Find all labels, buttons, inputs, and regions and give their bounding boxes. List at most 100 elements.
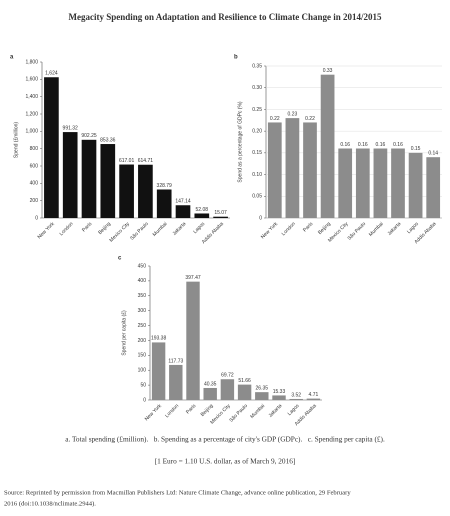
x-tick-label: Beijing <box>97 221 112 236</box>
value-label: 853.36 <box>100 137 116 143</box>
y-tick-label: 0 <box>259 215 262 221</box>
x-tick-label: Jakarta <box>172 221 188 237</box>
value-label: 397.47 <box>185 275 201 281</box>
bar <box>289 398 303 400</box>
y-tick-label: 600 <box>30 163 39 169</box>
bar <box>285 118 300 218</box>
bar <box>255 392 269 400</box>
x-tick-label: New York <box>144 403 164 423</box>
y-tick-label: 200 <box>138 338 147 344</box>
bar <box>44 77 59 219</box>
y-tick-label: 0.25 <box>252 107 262 113</box>
value-label: 3.52 <box>291 392 301 398</box>
source-line: Source: Reprinted by permission from Mac… <box>4 490 351 497</box>
bar <box>169 364 183 400</box>
x-tick-label: São Paulo <box>129 221 150 242</box>
x-tick-label: Mumbai <box>368 221 385 238</box>
value-label: 0.15 <box>411 146 421 152</box>
x-tick-label: London <box>164 403 180 419</box>
bar <box>194 213 210 218</box>
bar <box>338 148 353 218</box>
bar <box>391 148 405 218</box>
value-label: 69.72 <box>221 373 234 379</box>
y-tick-label: 400 <box>30 181 39 187</box>
y-tick-label: 50 <box>140 382 146 388</box>
x-tick-label: Paris <box>185 403 198 416</box>
y-tick-label: 1,000 <box>25 129 38 135</box>
y-axis-label: Spend per capita (£) <box>121 310 127 356</box>
bar <box>62 132 78 218</box>
value-label: 26.35 <box>256 385 269 391</box>
value-label: 617.01 <box>119 158 135 164</box>
y-tick-label: 0.15 <box>252 150 262 156</box>
y-tick-label: 450 <box>138 263 147 269</box>
value-label: 15.33 <box>273 389 286 395</box>
bar <box>220 379 235 400</box>
x-tick-label: New York <box>260 221 280 241</box>
bar <box>138 164 153 218</box>
value-label: 0.16 <box>340 142 350 148</box>
bar <box>355 148 370 218</box>
y-tick-label: 1,400 <box>25 94 38 100</box>
value-label: 40.35 <box>204 381 217 387</box>
bar <box>408 152 423 218</box>
value-label: 991.32 <box>63 125 79 131</box>
y-tick-label: 0.20 <box>252 128 262 134</box>
x-tick-label: Lagos <box>192 221 206 235</box>
bar <box>267 122 282 218</box>
bar <box>119 164 134 218</box>
note: [1 Euro = 1.10 U.S. dollar, as of March … <box>155 457 296 466</box>
value-label: 193.38 <box>151 336 167 342</box>
panel-label: c <box>118 256 122 262</box>
source-line: 2016 (doi:10.1038/nclimate.2944). <box>4 501 96 508</box>
value-label: 15.07 <box>214 210 227 216</box>
y-tick-label: 0.35 <box>252 63 262 69</box>
y-axis-label: Spend (£million) <box>13 122 19 158</box>
bar <box>81 139 97 218</box>
bar <box>213 216 228 218</box>
bar <box>156 189 172 218</box>
value-label: 0.33 <box>323 68 333 74</box>
x-tick-label: Jakarta <box>268 403 284 419</box>
value-label: 0.22 <box>270 116 280 122</box>
value-label: 0.16 <box>393 142 403 148</box>
caption: a. Total spending (£million). b. Spendin… <box>65 435 385 444</box>
y-tick-label: 1,200 <box>25 111 38 117</box>
panel-label: a <box>10 55 14 61</box>
bar <box>320 74 335 218</box>
x-tick-label: Lagos <box>287 403 301 417</box>
x-tick-label: Beijing <box>200 403 215 418</box>
value-label: 0.16 <box>376 142 386 148</box>
value-label: 902.25 <box>81 133 97 139</box>
value-label: 0.14 <box>428 151 438 157</box>
y-tick-label: 0.30 <box>252 85 262 91</box>
y-tick-label: 300 <box>138 308 147 314</box>
bar <box>186 281 200 400</box>
x-tick-label: Jakarta <box>387 221 403 237</box>
bar <box>426 157 441 218</box>
y-tick-label: 250 <box>138 323 147 329</box>
y-tick-label: 0.05 <box>252 194 262 200</box>
x-tick-label: Paris <box>302 221 315 234</box>
x-tick-label: Beijing <box>317 221 332 236</box>
bar <box>373 148 388 218</box>
y-tick-label: 200 <box>30 198 39 204</box>
bar <box>303 122 317 218</box>
value-label: 147.14 <box>175 199 191 205</box>
value-label: 4.71 <box>309 392 319 398</box>
value-label: 1,624 <box>45 71 58 77</box>
x-tick-label: Lagos <box>406 221 420 235</box>
figure-title: Megacity Spending on Adaptation and Resi… <box>68 12 382 22</box>
x-tick-label: London <box>281 221 297 237</box>
value-label: 614.71 <box>138 158 154 164</box>
y-tick-label: 1,600 <box>25 77 38 83</box>
x-tick-label: Mumbai <box>249 403 266 420</box>
x-tick-label: São Paulo <box>228 403 249 424</box>
value-label: 52.08 <box>196 207 209 213</box>
bar <box>203 387 217 400</box>
value-label: 117.73 <box>168 358 183 364</box>
y-tick-label: 100 <box>138 368 147 374</box>
x-tick-label: Mumbai <box>152 221 169 238</box>
y-tick-label: 150 <box>138 353 147 359</box>
